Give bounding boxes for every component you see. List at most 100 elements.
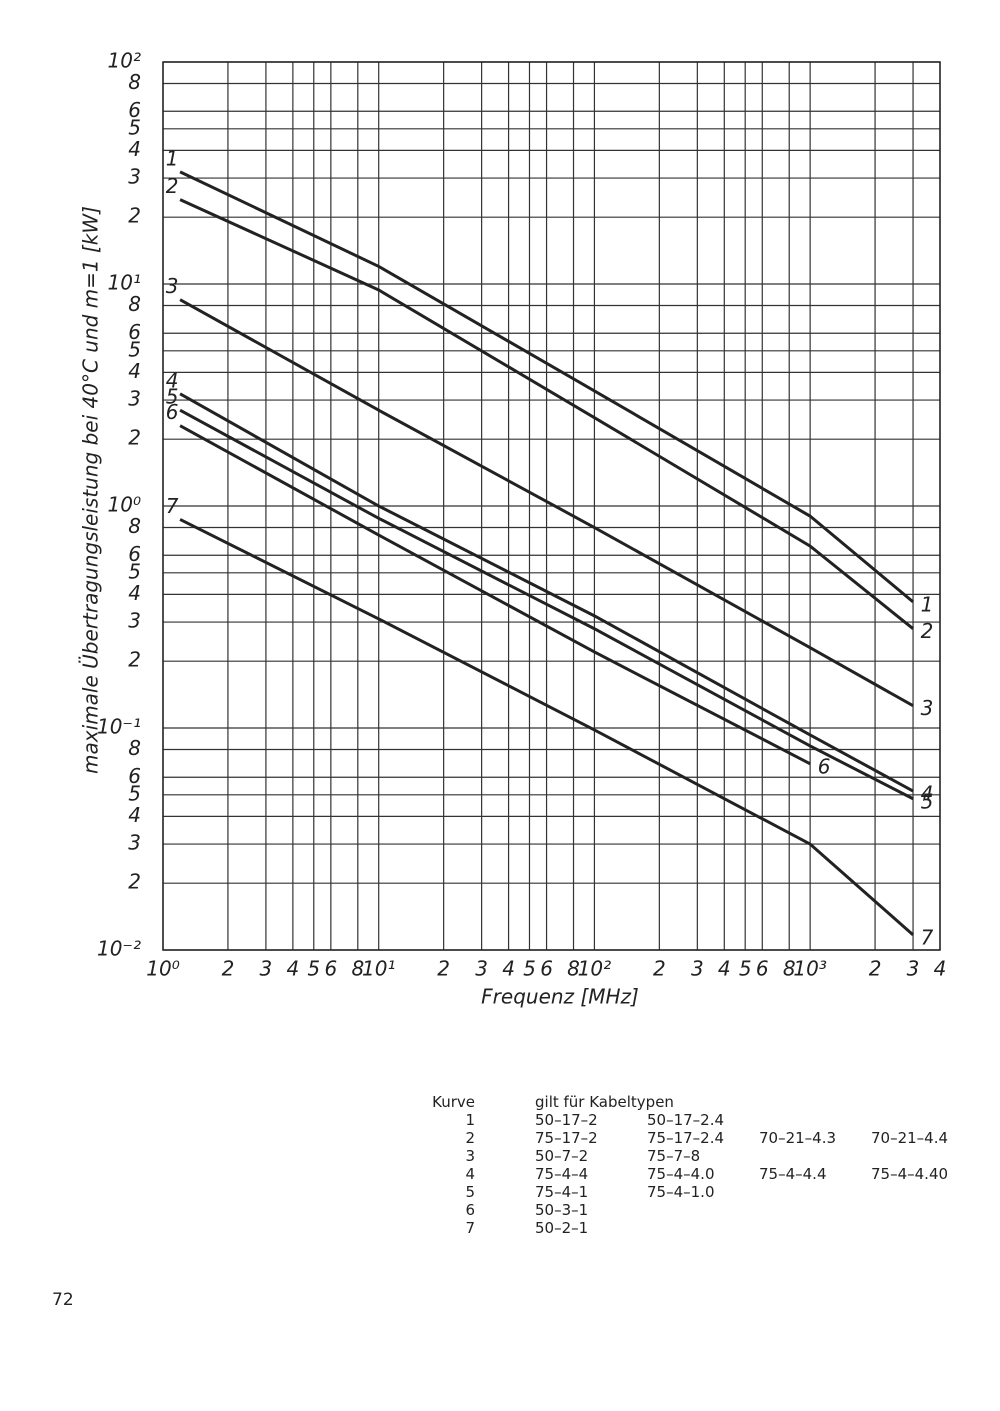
curve <box>179 392 914 793</box>
y-tick-label: 3 <box>128 609 141 633</box>
curve <box>179 518 915 936</box>
y-tick-label: 3 <box>128 165 141 189</box>
x-tick-label: 6 <box>324 957 337 981</box>
page-number: 72 <box>52 1290 74 1310</box>
x-tick-label: 8 <box>567 957 580 981</box>
curve-label: 1 <box>166 146 179 170</box>
curve-label: 7 <box>166 494 179 518</box>
y-tick-label: 8 <box>128 292 141 316</box>
curve-number: 6 <box>465 1201 475 1219</box>
y-tick-label: 6 <box>128 542 141 566</box>
x-tick-label: 4 <box>287 957 300 981</box>
x-tick-label: 3 <box>907 957 920 981</box>
y-tick-label: 4 <box>128 359 141 383</box>
x-tick-label: 5 <box>307 957 320 981</box>
y-tick-label: 4 <box>128 581 141 605</box>
curve-number: 2 <box>465 1129 475 1147</box>
cable-type: 50–7–2 <box>535 1147 589 1165</box>
x-tick-label: 4 <box>502 957 515 981</box>
curve-number: 1 <box>465 1111 475 1129</box>
table-row: 3 50–7–2 75–7–8 <box>400 1147 983 1165</box>
curve <box>179 298 914 708</box>
x-tick-label: 2 <box>653 957 666 981</box>
curve-label: 1 <box>921 592 934 616</box>
x-tick-label: 6 <box>540 957 553 981</box>
curve <box>179 424 811 766</box>
x-axis-label: Frequenz [MHz] <box>481 985 639 1009</box>
x-tick-label: 10³ <box>793 957 826 981</box>
y-tick-label: 10⁰ <box>108 493 141 517</box>
cable-type: 70–21–4.4 <box>871 1129 949 1147</box>
y-axis-label: maximale Übertragungsleistung bei 40°C u… <box>79 206 103 774</box>
curve-label: 7 <box>921 925 934 949</box>
y-tick-label: 3 <box>128 831 141 855</box>
curve-number: 7 <box>465 1219 475 1237</box>
x-tick-label: 10⁰ <box>146 957 179 981</box>
y-tick-label: 8 <box>128 514 141 538</box>
curve-label: 6 <box>166 400 179 424</box>
cable-type: 75–4–4.40 <box>871 1165 949 1183</box>
cable-type: 75–4–4 <box>535 1165 589 1183</box>
x-tick-label: 3 <box>475 957 488 981</box>
y-tick-label: 10⁻¹ <box>97 715 141 739</box>
table-row: 7 50–2–1 <box>400 1219 983 1237</box>
y-tick-label: 5 <box>128 559 141 583</box>
table-row: 5 75–4–1 75–4–1.0 <box>400 1183 983 1201</box>
table-row: 4 75–4–4 75–4–4.0 75–4–4.4 75–4–4.40 <box>400 1165 983 1183</box>
curve-label: 2 <box>921 619 934 643</box>
x-tick-label: 2 <box>869 957 882 981</box>
y-tick-label: 8 <box>128 736 141 760</box>
y-tick-label: 8 <box>128 70 141 94</box>
x-tick-label: 8 <box>783 957 796 981</box>
x-tick-label: 10¹ <box>362 957 395 981</box>
curve-label: 5 <box>166 385 179 409</box>
y-tick-label: 10⁻² <box>97 937 141 961</box>
curve <box>179 408 914 801</box>
curve-label: 4 <box>166 368 179 392</box>
cable-type: 75–4–4.4 <box>759 1165 827 1183</box>
y-tick-label: 2 <box>128 648 141 672</box>
y-tick-label: 10¹ <box>108 271 141 295</box>
x-tick-label: 8 <box>351 957 364 981</box>
y-tick-label: 3 <box>128 387 141 411</box>
y-tick-label: 2 <box>128 870 141 894</box>
curve-label: 2 <box>166 174 179 198</box>
y-tick-label: 2 <box>128 426 141 450</box>
cable-type: 75–4–1 <box>535 1183 589 1201</box>
y-tick-label: 4 <box>128 803 141 827</box>
curve-label: 3 <box>921 696 934 720</box>
plot-frame <box>162 61 941 951</box>
cable-type: 50–2–1 <box>535 1219 589 1237</box>
curve <box>179 170 915 604</box>
x-tick-label: 2 <box>437 957 450 981</box>
y-tick-label: 5 <box>128 337 141 361</box>
curve-label: 6 <box>818 754 831 778</box>
header-cell: Kurve <box>432 1093 475 1111</box>
table-row: 2 75–17–2 75–17–2.4 70–21–4.3 70–21–4.4 <box>400 1129 983 1147</box>
x-tick-label: 2 <box>222 957 235 981</box>
x-tick-label: 4 <box>718 957 731 981</box>
curve-label: 4 <box>921 782 934 806</box>
chart: Frequenz [MHz] maximale Übertragungsleis… <box>79 49 947 1009</box>
curve-number: 5 <box>465 1183 475 1201</box>
curve-number: 3 <box>465 1147 475 1165</box>
x-tick-label: 4 <box>934 957 947 981</box>
x-tick-label: 5 <box>739 957 752 981</box>
y-tick-label: 4 <box>128 137 141 161</box>
cable-type: 50–17–2.4 <box>647 1111 725 1129</box>
table-row: 1 50–17–2 50–17–2.4 <box>400 1111 983 1129</box>
y-tick-label: 6 <box>128 320 141 344</box>
x-tick-label: 3 <box>691 957 704 981</box>
cable-type: 75–17–2.4 <box>647 1129 725 1147</box>
x-tick-label: 5 <box>523 957 536 981</box>
header-row: Kurve gilt für Kabeltypen <box>400 1093 983 1111</box>
curve-label: 3 <box>166 274 179 298</box>
y-tick-label: 5 <box>128 781 141 805</box>
header-cell: gilt für Kabeltypen <box>535 1093 674 1111</box>
x-tick-label: 3 <box>260 957 273 981</box>
x-tick-label: 6 <box>756 957 769 981</box>
curve <box>179 198 914 630</box>
cable-type: 75–17–2 <box>535 1129 598 1147</box>
y-tick-label: 10² <box>108 49 141 73</box>
